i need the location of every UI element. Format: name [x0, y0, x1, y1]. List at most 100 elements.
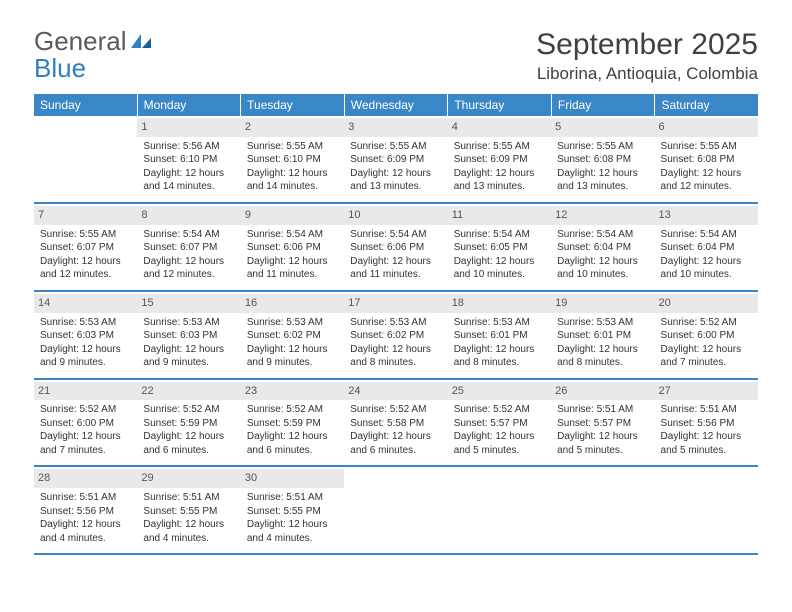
sunrise-text: Sunrise: 5:51 AM — [661, 403, 752, 417]
day-details: Sunrise: 5:55 AMSunset: 6:08 PMDaylight:… — [659, 140, 754, 194]
day-cell: 21Sunrise: 5:52 AMSunset: 6:00 PMDayligh… — [34, 380, 137, 466]
daylight-text: Daylight: 12 hours and 13 minutes. — [350, 167, 441, 194]
daylight-text: Daylight: 12 hours and 13 minutes. — [557, 167, 648, 194]
day-cell: 5 Sunrise: 5:55 AMSunset: 6:08 PMDaylight… — [551, 116, 654, 202]
day-number: 5 — [551, 118, 654, 137]
day-number: 8 — [137, 206, 240, 225]
day-details: Sunrise: 5:52 AMSunset: 5:57 PMDaylight:… — [452, 403, 547, 457]
sunrise-text: Sunrise: 5:54 AM — [557, 228, 648, 242]
day-details: Sunrise: 5:55 AMSunset: 6:09 PMDaylight:… — [348, 140, 443, 194]
day-cell: 27 Sunrise: 5:51 AMSunset: 5:56 PMDayligh… — [655, 380, 758, 466]
day-number: 21 — [34, 382, 137, 401]
daylight-text: Daylight: 12 hours and 5 minutes. — [557, 430, 648, 457]
day-details: Sunrise: 5:55 AMSunset: 6:07 PMDaylight:… — [38, 228, 133, 282]
sunset-text: Sunset: 6:08 PM — [557, 153, 648, 167]
day-number: 29 — [137, 469, 240, 488]
sunrise-text: Sunrise: 5:54 AM — [247, 228, 338, 242]
day-cell: 18 Sunrise: 5:53 AMSunset: 6:01 PMDayligh… — [448, 292, 551, 378]
day-details: Sunrise: 5:52 AMSunset: 5:58 PMDaylight:… — [348, 403, 443, 457]
sunset-text: Sunset: 6:09 PM — [350, 153, 441, 167]
day-cell: 7Sunrise: 5:55 AMSunset: 6:07 PMDaylight… — [34, 204, 137, 290]
day-number: 17 — [344, 294, 447, 313]
daylight-text: Daylight: 12 hours and 7 minutes. — [661, 343, 752, 370]
sunset-text: Sunset: 6:02 PM — [350, 329, 441, 343]
week-row: 14Sunrise: 5:53 AMSunset: 6:03 PMDayligh… — [34, 292, 758, 380]
page-header: GeneralBlue September 2025 Liborina, Ant… — [34, 28, 758, 84]
day-details: Sunrise: 5:54 AMSunset: 6:05 PMDaylight:… — [452, 228, 547, 282]
day-details: Sunrise: 5:51 AMSunset: 5:55 PMDaylight:… — [245, 491, 340, 545]
day-details: Sunrise: 5:55 AMSunset: 6:09 PMDaylight:… — [452, 140, 547, 194]
day-details: Sunrise: 5:53 AMSunset: 6:03 PMDaylight:… — [141, 316, 236, 370]
sunrise-text: Sunrise: 5:54 AM — [454, 228, 545, 242]
day-cell: 15Sunrise: 5:53 AMSunset: 6:03 PMDayligh… — [137, 292, 240, 378]
daylight-text: Daylight: 12 hours and 8 minutes. — [454, 343, 545, 370]
daylight-text: Daylight: 12 hours and 8 minutes. — [350, 343, 441, 370]
day-header: Saturday — [655, 94, 758, 116]
daylight-text: Daylight: 12 hours and 5 minutes. — [454, 430, 545, 457]
day-details: Sunrise: 5:52 AMSunset: 5:59 PMDaylight:… — [245, 403, 340, 457]
day-cell — [655, 467, 758, 553]
day-details: Sunrise: 5:51 AMSunset: 5:56 PMDaylight:… — [659, 403, 754, 457]
day-number: 13 — [655, 206, 758, 225]
month-title: September 2025 — [536, 28, 758, 62]
daylight-text: Daylight: 12 hours and 4 minutes. — [247, 518, 338, 545]
day-details: Sunrise: 5:53 AMSunset: 6:01 PMDaylight:… — [452, 316, 547, 370]
day-cell: 30Sunrise: 5:51 AMSunset: 5:55 PMDayligh… — [241, 467, 344, 553]
day-cell: 29 Sunrise: 5:51 AMSunset: 5:55 PMDayligh… — [137, 467, 240, 553]
day-header: Monday — [138, 94, 242, 116]
sunset-text: Sunset: 6:00 PM — [661, 329, 752, 343]
week-row: 21Sunrise: 5:52 AMSunset: 6:00 PMDayligh… — [34, 380, 758, 468]
day-details: Sunrise: 5:54 AMSunset: 6:06 PMDaylight:… — [245, 228, 340, 282]
sunrise-text: Sunrise: 5:56 AM — [143, 140, 234, 154]
sunset-text: Sunset: 6:07 PM — [40, 241, 131, 255]
day-number: 3 — [344, 118, 447, 137]
daylight-text: Daylight: 12 hours and 9 minutes. — [143, 343, 234, 370]
daylight-text: Daylight: 12 hours and 10 minutes. — [454, 255, 545, 282]
sunrise-text: Sunrise: 5:52 AM — [143, 403, 234, 417]
sunset-text: Sunset: 5:59 PM — [143, 417, 234, 431]
sunrise-text: Sunrise: 5:55 AM — [557, 140, 648, 154]
logo-blue: Blue — [34, 53, 86, 83]
day-number: 6 — [655, 118, 758, 137]
day-cell: 28Sunrise: 5:51 AMSunset: 5:56 PMDayligh… — [34, 467, 137, 553]
logo: GeneralBlue — [34, 28, 153, 83]
day-details: Sunrise: 5:51 AMSunset: 5:55 PMDaylight:… — [141, 491, 236, 545]
sunrise-text: Sunrise: 5:53 AM — [247, 316, 338, 330]
day-number: 10 — [344, 206, 447, 225]
day-details: Sunrise: 5:54 AMSunset: 6:04 PMDaylight:… — [659, 228, 754, 282]
day-header-row: SundayMondayTuesdayWednesdayThursdayFrid… — [34, 94, 758, 116]
sunset-text: Sunset: 6:06 PM — [247, 241, 338, 255]
day-number: 27 — [655, 382, 758, 401]
sunrise-text: Sunrise: 5:52 AM — [247, 403, 338, 417]
daylight-text: Daylight: 12 hours and 7 minutes. — [40, 430, 131, 457]
sunrise-text: Sunrise: 5:55 AM — [454, 140, 545, 154]
day-cell: 1 Sunrise: 5:56 AMSunset: 6:10 PMDaylight… — [137, 116, 240, 202]
day-details: Sunrise: 5:56 AMSunset: 6:10 PMDaylight:… — [141, 140, 236, 194]
day-cell: 25 Sunrise: 5:52 AMSunset: 5:57 PMDayligh… — [448, 380, 551, 466]
day-details: Sunrise: 5:53 AMSunset: 6:01 PMDaylight:… — [555, 316, 650, 370]
day-number: 12 — [551, 206, 654, 225]
day-details: Sunrise: 5:52 AMSunset: 5:59 PMDaylight:… — [141, 403, 236, 457]
day-number: 20 — [655, 294, 758, 313]
day-cell — [551, 467, 654, 553]
day-details: Sunrise: 5:53 AMSunset: 6:02 PMDaylight:… — [245, 316, 340, 370]
day-number: 14 — [34, 294, 137, 313]
day-details: Sunrise: 5:51 AMSunset: 5:56 PMDaylight:… — [38, 491, 133, 545]
sunrise-text: Sunrise: 5:55 AM — [247, 140, 338, 154]
day-cell: 24Sunrise: 5:52 AMSunset: 5:58 PMDayligh… — [344, 380, 447, 466]
sunrise-text: Sunrise: 5:54 AM — [661, 228, 752, 242]
sunrise-text: Sunrise: 5:54 AM — [143, 228, 234, 242]
day-number: 1 — [137, 118, 240, 137]
day-details: Sunrise: 5:51 AMSunset: 5:57 PMDaylight:… — [555, 403, 650, 457]
day-number: 18 — [448, 294, 551, 313]
day-number: 4 — [448, 118, 551, 137]
day-number: 2 — [241, 118, 344, 137]
day-cell: 22Sunrise: 5:52 AMSunset: 5:59 PMDayligh… — [137, 380, 240, 466]
day-header: Wednesday — [345, 94, 449, 116]
logo-general: General — [34, 26, 127, 56]
day-number: 25 — [448, 382, 551, 401]
sunset-text: Sunset: 5:55 PM — [247, 505, 338, 519]
day-details: Sunrise: 5:54 AMSunset: 6:04 PMDaylight:… — [555, 228, 650, 282]
daylight-text: Daylight: 12 hours and 6 minutes. — [350, 430, 441, 457]
day-cell: 26Sunrise: 5:51 AMSunset: 5:57 PMDayligh… — [551, 380, 654, 466]
